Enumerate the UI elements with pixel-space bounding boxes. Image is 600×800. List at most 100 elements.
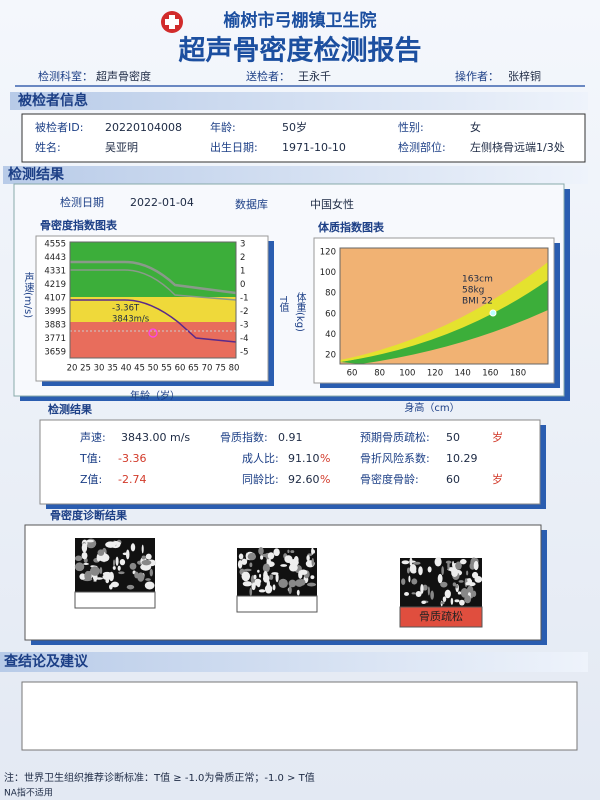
bone-texture (130, 543, 136, 552)
field-value: 20220104008 (105, 121, 182, 134)
measure-value: 60 (446, 473, 460, 486)
tick-label: -5 (240, 348, 248, 358)
bone-texture (271, 572, 279, 575)
measure-unit: m/s (170, 431, 190, 444)
measure-label: 声速: (80, 430, 106, 444)
bone-texture (408, 575, 411, 583)
tick-label: 70 (202, 364, 213, 374)
annotation: BMI 22 (462, 297, 493, 307)
section-title: 被检者信息 (18, 92, 88, 109)
bone-texture (287, 549, 290, 554)
bone-texture (455, 561, 462, 570)
bone-texture (144, 581, 155, 590)
tick-label: 80 (374, 369, 385, 379)
patient-fields: 被检者ID: 20220104008 年龄: 50岁 性别: 女姓名: 吴亚明 出生日期: 19… (35, 120, 565, 154)
subsection-title: 骨密度诊断结果 (50, 508, 127, 522)
bone-texture (260, 555, 264, 560)
measure-value: 50 (446, 431, 460, 444)
tick-label: 30 (94, 364, 105, 374)
bone-texture (459, 559, 467, 565)
bone-texture (409, 564, 417, 574)
bone-texture (237, 559, 243, 569)
tick-label: 100 (399, 369, 415, 379)
bone-texture (269, 574, 274, 580)
bone-texture (115, 556, 119, 566)
bone-texture (473, 560, 479, 571)
bone-texture (440, 581, 448, 588)
measure-unit: 岁 (492, 472, 503, 486)
bone-texture (129, 562, 137, 570)
bone-texture (114, 541, 122, 546)
measure-label: 骨密度骨龄: (360, 472, 419, 486)
bone-texture (413, 561, 421, 565)
section-bar (0, 652, 588, 672)
bone-texture (422, 584, 428, 591)
tick-label: -1 (240, 294, 248, 304)
tick-labels: 4555444343314219410739953883377136593210… (44, 240, 526, 379)
bone-texture (311, 557, 315, 567)
bone-texture (258, 547, 264, 555)
bone-texture (119, 558, 126, 566)
bmi-plot (339, 247, 549, 365)
bone-texture (444, 589, 451, 599)
patient-box (21, 113, 586, 163)
bone-texture (113, 559, 116, 567)
chart-title: 体质指数图表 (318, 220, 385, 234)
bone-texture (117, 565, 121, 571)
bone-images (74, 538, 483, 607)
db-label: 数据库 (235, 197, 268, 211)
bone-texture (306, 555, 310, 562)
bone-texture (427, 566, 432, 573)
tick-label: 4107 (44, 294, 66, 304)
bone-texture (273, 548, 280, 557)
measure-value: 91.10 (288, 452, 320, 465)
bone-texture (74, 562, 85, 572)
footer-note: 注：世界卫生组织推荐诊断标准：T值 ≥ -1.0为骨质正常；-1.0 > T值 (4, 771, 315, 784)
bone-texture (471, 590, 477, 597)
bone-texture (296, 589, 300, 596)
bone-texture (275, 572, 279, 583)
bone-texture (141, 559, 152, 566)
measure-unit: % (320, 452, 330, 465)
bone-texture (450, 597, 454, 605)
bone-texture (81, 543, 88, 553)
bone-texture (460, 587, 469, 598)
section-bar (3, 166, 588, 184)
bone-texture (264, 584, 273, 594)
measure-label: 成人比: (242, 452, 279, 465)
measure-unit: 岁 (492, 430, 503, 444)
bone-texture (415, 591, 422, 598)
tick-label: 4219 (44, 280, 66, 290)
bone-texture (112, 565, 116, 570)
measure-label: 预期骨质疏松: (360, 430, 430, 444)
measure-value: 3843.00 (121, 431, 167, 444)
tick-label: 3883 (44, 321, 66, 331)
bone-texture (452, 560, 455, 568)
bone-texture (105, 541, 116, 548)
tick-label: -2 (240, 307, 248, 317)
tick-label: -3 (240, 321, 248, 331)
tick-label: 60 (175, 364, 186, 374)
bone-texture (249, 587, 253, 597)
bone-texture (84, 570, 92, 581)
bone-texture (141, 544, 144, 554)
bone-texture (438, 557, 442, 566)
bone-texture (263, 570, 268, 580)
bone-texture (105, 578, 110, 584)
bone-texture (442, 596, 447, 602)
bone-texture (262, 563, 270, 573)
bone-texture (238, 553, 244, 560)
y-axis-label: 体重(kg) (294, 292, 306, 332)
bone-texture (288, 586, 292, 595)
bone-texture (278, 578, 288, 588)
field-label: 被检者ID: (35, 120, 83, 134)
tick-label: -4 (240, 334, 248, 344)
tick-label: 3995 (44, 307, 66, 317)
measure-label: 骨质指数: (220, 430, 268, 444)
bone-texture (457, 591, 462, 595)
bone-texture (447, 561, 450, 570)
tick-label: 75 (215, 364, 226, 374)
subsection-title: 检测结果 (48, 402, 92, 416)
